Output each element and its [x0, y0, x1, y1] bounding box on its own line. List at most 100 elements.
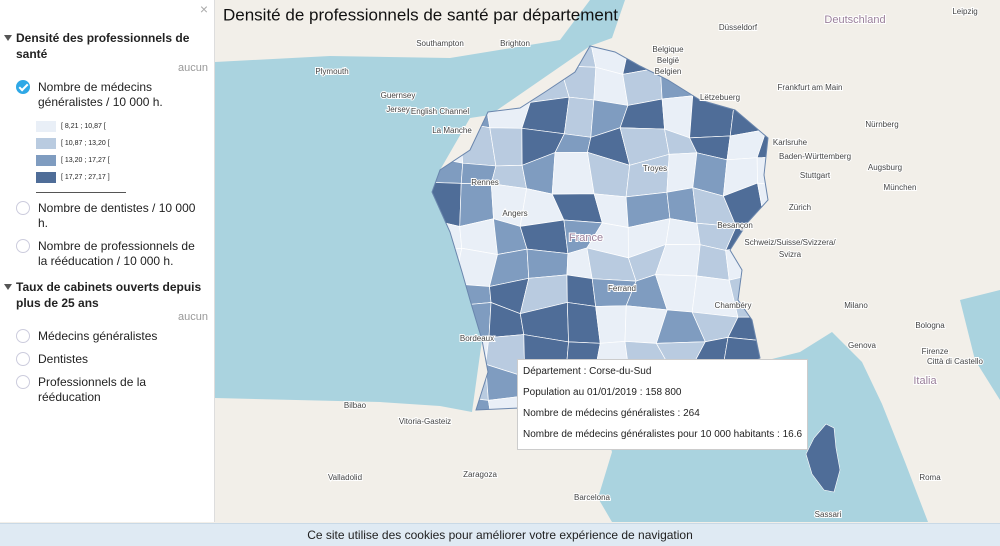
department[interactable]: [566, 274, 597, 307]
legend-swatch: [36, 138, 56, 149]
section: Densité des professionnels de santé aucun…: [0, 30, 214, 269]
place-label: Lëtzebuerg: [700, 93, 740, 102]
tooltip: Département : Corse-du-Sud Population au …: [517, 359, 808, 450]
place-label: Belgien: [655, 67, 682, 76]
place-label: Milano: [844, 301, 868, 310]
radio[interactable]: [16, 201, 30, 215]
option-label: Nombre de professionnels de la rééducati…: [38, 239, 195, 268]
legend-swatch: [36, 172, 56, 183]
place-label: Zaragoza: [463, 470, 497, 479]
legend-row: [ 8,21 ; 10,87 [: [36, 118, 126, 135]
layer-option[interactable]: Médecins généralistes: [0, 329, 214, 344]
layer-option[interactable]: Nombre de professionnels de la rééducati…: [0, 239, 214, 269]
place-label: Barcelona: [574, 493, 611, 502]
place-label: La Manche: [432, 126, 472, 135]
reset-link[interactable]: aucun: [178, 311, 208, 323]
option-label: Nombre de médecins généralistes / 10 000…: [38, 80, 163, 109]
place-label: Southampton: [416, 39, 464, 48]
place-label: Jersey: [386, 105, 410, 114]
place-label: Plymouth: [315, 67, 348, 76]
place-label: Augsburg: [868, 163, 902, 172]
place-label: Besançon: [717, 221, 753, 230]
layer-option[interactable]: Dentistes: [0, 352, 214, 367]
radio[interactable]: [16, 80, 30, 94]
department[interactable]: [666, 187, 698, 224]
close-button[interactable]: ×: [199, 1, 208, 17]
place-label: Bilbao: [344, 401, 367, 410]
place-label: Angers: [502, 209, 527, 218]
radio[interactable]: [16, 352, 30, 366]
option-label: Nombre de dentistes / 10 000 h.: [38, 201, 196, 230]
radio[interactable]: [16, 375, 30, 389]
place-label: Zürich: [789, 203, 811, 212]
section: Taux de cabinets ouverts depuis plus de …: [0, 279, 214, 405]
place-label: Valladolid: [328, 473, 362, 482]
place-label: Frankfurt am Main: [778, 83, 843, 92]
place-label: Deutschland: [824, 14, 885, 26]
department[interactable]: [526, 248, 569, 279]
radio[interactable]: [16, 239, 30, 253]
radio[interactable]: [16, 329, 30, 343]
place-label: Rennes: [471, 178, 499, 187]
department[interactable]: [666, 152, 698, 193]
option-label: Dentistes: [38, 352, 89, 366]
section-title[interactable]: Taux de cabinets ouverts depuis plus de …: [0, 279, 214, 311]
sections: Densité des professionnels de santé aucun…: [0, 0, 214, 405]
layer-option[interactable]: Professionnels de la rééducation: [0, 375, 214, 405]
legend-row: [ 10,87 ; 13,20 [: [36, 135, 126, 152]
place-label: Stuttgart: [800, 171, 831, 180]
legend-row: [ 17,27 ; 27,17 ]: [36, 169, 126, 186]
option-label: Professionnels de la rééducation: [38, 375, 147, 404]
place-label: Città di Castello: [927, 357, 984, 366]
place-label: Brighton: [500, 39, 530, 48]
legend: [ 8,21 ; 10,87 [[ 10,87 ; 13,20 [ [ 13,20…: [36, 118, 126, 193]
place-label: Ferrand: [608, 284, 636, 293]
legend-label: [ 17,27 ; 27,17 ]: [61, 174, 110, 181]
map-title: Densité de professionnels de santé par d…: [223, 5, 618, 24]
department[interactable]: [566, 302, 601, 344]
adriatic-sea: [960, 290, 1000, 400]
place-label: Nürnberg: [865, 120, 898, 129]
place-label: Leipzig: [952, 7, 977, 16]
map-labels: Southampton Brighton Plymouth English Chann…: [314, 6, 984, 520]
place-label: Bordeaux: [460, 334, 494, 343]
place-label: Baden-Württemberg: [779, 152, 851, 161]
place-label: Karlsruhe: [773, 138, 808, 147]
tooltip-line: Population au 01/01/2019 : 158 800: [523, 387, 682, 398]
legend-row: [ 13,20 ; 17,27 [: [36, 152, 126, 169]
legend-label: [ 13,20 ; 17,27 [: [61, 157, 110, 164]
place-label: Bologna: [915, 321, 945, 330]
section-title[interactable]: Densité des professionnels de santé: [0, 30, 214, 62]
department[interactable]: [519, 219, 569, 254]
tooltip-line: Nombre de médecins généralistes pour 10 …: [523, 429, 803, 440]
layer-option[interactable]: Nombre de dentistes / 10 000 h.: [0, 201, 214, 231]
place-label: English Channel: [411, 107, 469, 116]
place-label: Chambéry: [715, 301, 752, 310]
layer-option[interactable]: Nombre de médecins généralistes / 10 000…: [0, 80, 214, 110]
department[interactable]: [551, 151, 595, 195]
department[interactable]: [696, 244, 730, 281]
legend-swatch: [36, 155, 56, 166]
place-label: München: [884, 183, 917, 192]
map[interactable]: Southampton Brighton Plymouth English Chann…: [0, 0, 1000, 522]
place-label: France: [569, 232, 603, 244]
place-label: Roma: [919, 473, 941, 482]
place-label: Troyes: [643, 164, 667, 173]
legend-swatch: [36, 121, 56, 132]
place-label: België: [657, 56, 680, 65]
place-label: Guernsey: [381, 91, 416, 100]
place-label: Belgique: [652, 45, 684, 54]
department[interactable]: [489, 127, 523, 167]
corsica[interactable]: [805, 423, 841, 493]
place-label: Genova: [848, 341, 877, 350]
france-outline: [431, 45, 769, 421]
place-label: Vitoria-Gasteiz: [399, 417, 451, 426]
cookie-banner[interactable]: Ce site utilise des cookies pour amélior…: [0, 523, 1000, 546]
place-label: Svizra: [779, 250, 802, 259]
place-label: Italia: [913, 375, 937, 387]
reset-link[interactable]: aucun: [178, 62, 208, 74]
place-label: Firenze: [922, 347, 949, 356]
department[interactable]: [595, 305, 627, 344]
department[interactable]: [563, 96, 595, 138]
tooltip-line: Nombre de médecins généralistes : 264: [523, 408, 700, 419]
